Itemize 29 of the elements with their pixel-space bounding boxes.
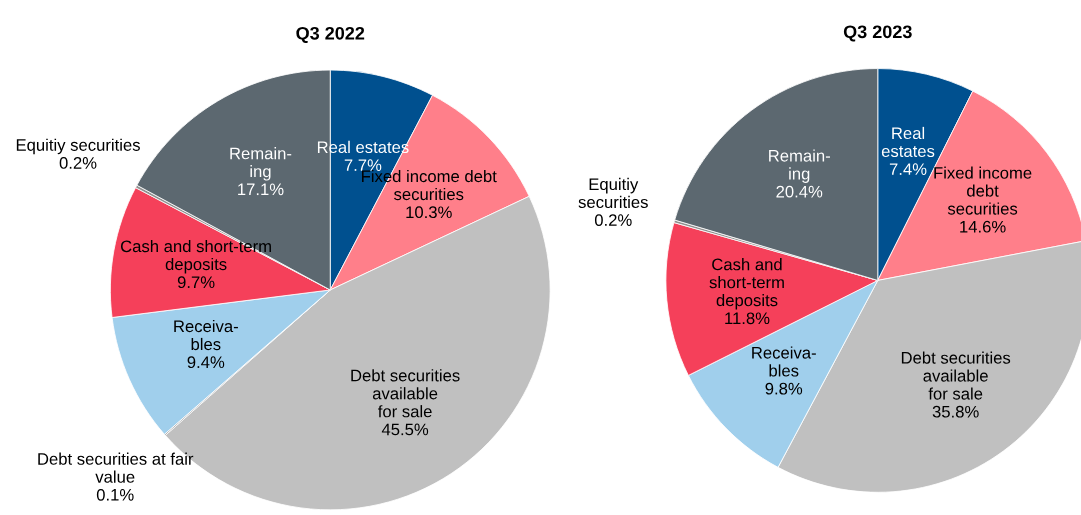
chart-title: Q3 2023	[843, 25, 912, 42]
data-label: 7.4%	[889, 163, 927, 175]
slice-label: Debt securities available for sale	[901, 351, 1011, 400]
data-label: 7.7%	[344, 159, 382, 171]
data-label: 14.6%	[960, 220, 1006, 233]
data-label: 0.2%	[59, 157, 97, 169]
data-label: 17.1%	[238, 183, 284, 196]
data-label: 9.8%	[765, 382, 803, 395]
data-label: 45.5%	[381, 423, 429, 436]
slice-label: Debt securities available for sale	[351, 369, 460, 418]
data-label: 20.4%	[776, 185, 823, 198]
slice-label: Cash and short-term deposits	[709, 258, 784, 310]
slice-label: Receiva- bles	[174, 319, 238, 351]
slice-label: Equitiy securities	[16, 138, 140, 155]
data-label: 10.3%	[406, 206, 452, 219]
data-label: 0.2%	[594, 214, 632, 226]
slice-label: Equitiy securities	[578, 177, 648, 209]
slice-label: Fixed income debt securities	[934, 166, 1032, 215]
data-label: 35.8%	[932, 405, 979, 418]
slice-label: Real estates	[881, 126, 935, 158]
slice-label: Debt securities at fair value	[38, 452, 194, 483]
data-label: 0.1%	[96, 488, 134, 501]
data-label: 11.8%	[725, 312, 770, 325]
data-label: 9.4%	[187, 356, 225, 369]
slice-label: Remain- ing	[769, 149, 830, 183]
data-label: 9.7%	[177, 276, 215, 289]
slice-label: Remain- ing	[230, 147, 292, 181]
slice-label: Receiva- bles	[752, 346, 816, 377]
chart-title: Q3 2022	[296, 26, 365, 44]
